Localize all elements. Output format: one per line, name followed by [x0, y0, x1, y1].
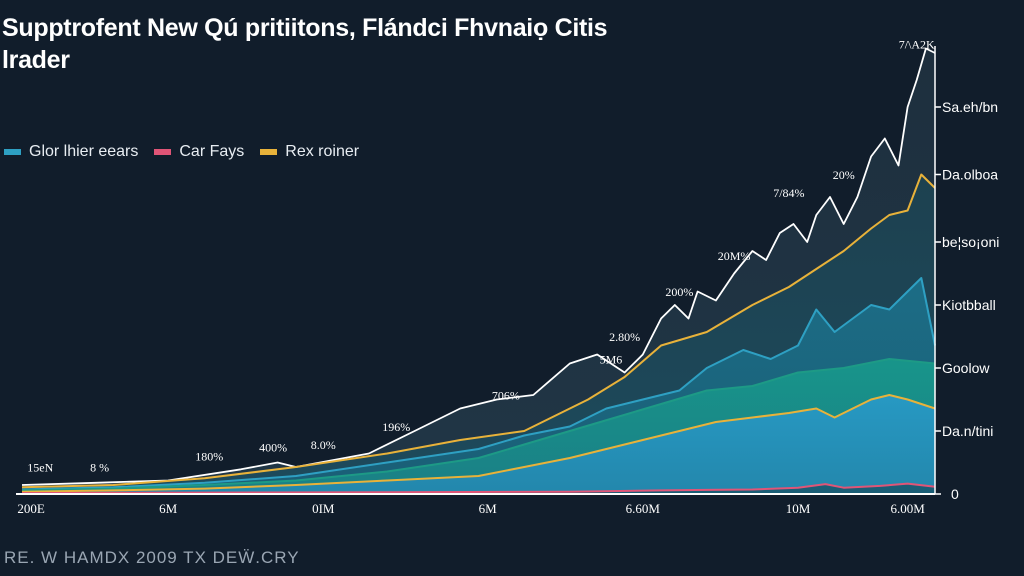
y-tick-label-6: 0: [951, 486, 959, 502]
y-tick-labels: Sa.eh/bn Da.olboa be¦so¡oni Kiotbball Goolow…: [935, 99, 999, 502]
area-mid-band: [22, 395, 935, 494]
line-total: [21, 47, 936, 486]
line-glor-lhier-eears: [21, 277, 936, 491]
series-lines: [21, 47, 936, 495]
data-label-5: 8.0%: [311, 438, 336, 452]
x-tick-labels: 200E 6M 0IM 6M 6.60M 10M 6.00M: [17, 501, 925, 516]
title-line-2: lrader: [2, 46, 70, 74]
data-label-4: 400%: [259, 440, 287, 454]
data-label-7: 706%: [492, 389, 520, 403]
x-tick-label-1: 6M: [159, 501, 178, 516]
axes: [16, 46, 936, 495]
data-label-8: 5M6: [600, 353, 623, 367]
data-label-12: 7/84%: [773, 186, 804, 200]
data-label-1: 15eN: [27, 461, 53, 475]
line-car-fays: [21, 482, 936, 495]
legend-label-1: Car Fays: [179, 143, 245, 160]
footer-caption: RE. W HAMDX 2009 TX DEẄ.CRY: [4, 548, 300, 567]
data-annotations: 7/\A2K 15eN 8 % 180% 400% 8.0% 196% 706% 5M6 2.80…: [27, 38, 935, 475]
data-label-0: 7/\A2K: [899, 38, 935, 52]
y-tick-label-0: Sa.eh/bn: [942, 99, 998, 115]
x-tick-label-5: 10M: [786, 501, 811, 516]
x-tick-label-2: 0IM: [312, 501, 335, 516]
legend: Glor lhier eears Car Fays Rex roiner: [4, 143, 359, 161]
data-label-11: 20M%: [718, 249, 751, 263]
y-tick-label-2: be¦so¡oni: [942, 234, 999, 250]
data-label-9: 2.80%: [609, 330, 640, 344]
x-tick-label-0: 200E: [17, 501, 45, 516]
data-label-3: 180%: [195, 449, 223, 463]
data-label-13: 20%: [833, 168, 855, 182]
y-tick-label-4: Goolow: [942, 360, 990, 376]
title-line-1: Supptrofent New Qú pritiitons, Flándci F…: [2, 14, 608, 42]
y-tick-label-3: Kiotbball: [942, 297, 996, 313]
area-layers: [22, 48, 935, 494]
line-mid-band: [21, 394, 936, 493]
data-label-10: 200%: [665, 285, 693, 299]
x-tick-label-3: 6M: [479, 501, 498, 516]
legend-swatch-1: [154, 149, 172, 155]
legend-swatch-0: [4, 149, 21, 155]
legend-swatch-2: [260, 149, 278, 155]
line-teal-band: [21, 358, 936, 492]
legend-item-1: Car Fays: [154, 143, 244, 161]
data-label-6: 196%: [382, 420, 410, 434]
legend-item-0: Glor lhier eears: [4, 143, 138, 161]
chart-title: Supptrofent New Qú pritiitons, Flándci F…: [2, 12, 802, 76]
data-label-2: 8 %: [90, 461, 109, 475]
legend-label-0: Glor lhier eears: [29, 143, 139, 160]
y-tick-label-5: Da.n/tini: [942, 423, 993, 439]
y-tick-label-1: Da.olboa: [942, 167, 998, 183]
line-rex-roiner: [21, 173, 936, 489]
legend-item-2: Rex roiner: [260, 143, 359, 161]
x-tick-label-6: 6.00M: [890, 501, 925, 516]
x-tick-label-4: 6.60M: [626, 501, 661, 516]
area-car-fays: [22, 483, 935, 494]
legend-label-2: Rex roiner: [285, 143, 360, 160]
